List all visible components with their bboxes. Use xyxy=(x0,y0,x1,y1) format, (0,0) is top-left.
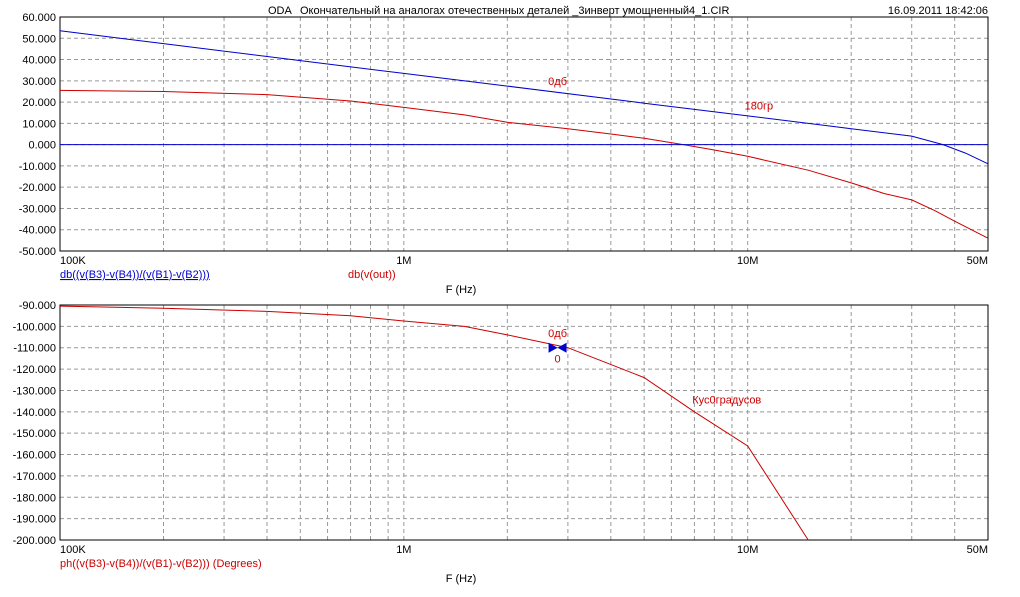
phase-x-tick-label: 50M xyxy=(967,544,988,556)
magnitude-series-line-2 xyxy=(59,89,989,239)
magnitude-series-line-1 xyxy=(59,30,989,165)
phase-y-tick-label: -140.000 xyxy=(13,407,56,419)
magnitude-plot-frame xyxy=(59,16,989,252)
magnitude-y-tick-label: 60.000 xyxy=(22,12,56,24)
magnitude-y-tick-label: 50.000 xyxy=(22,33,56,45)
magnitude-y-tick-label: 40.000 xyxy=(22,55,56,67)
app-label: ODA xyxy=(268,5,293,17)
phase-y-tick-label: -160.000 xyxy=(13,450,56,462)
phase-y-tick-label: -90.000 xyxy=(19,300,56,312)
magnitude-y-tick-label: -50.000 xyxy=(19,246,56,258)
phase-y-tick-label: -120.000 xyxy=(13,364,56,376)
magnitude-y-tick-label: 10.000 xyxy=(22,118,56,130)
phase-series-line-1 xyxy=(59,305,809,541)
phase-y-tick-label: -200.000 xyxy=(13,535,56,547)
phase-x-tick-label: 1M xyxy=(396,544,411,556)
phase-y-tick-label: -110.000 xyxy=(13,343,56,355)
phase-x-tick-label: 10M xyxy=(737,544,758,556)
phase-y-tick-label: -130.000 xyxy=(13,385,56,397)
magnitude-y-tick-label: -10.000 xyxy=(19,161,56,173)
magnitude-x-axis-label: F (Hz) xyxy=(446,284,477,296)
magnitude-x-tick-label: 50M xyxy=(967,255,988,267)
magnitude-plot: 60.000 50.000 40.000 30.000 20.000 10.000 0.00… xyxy=(19,12,989,267)
magnitude-y-tick-label: 0.000 xyxy=(28,140,56,152)
phase-y-tick-label: -170.000 xyxy=(13,471,56,483)
magnitude-y-tick-label: -40.000 xyxy=(19,225,56,237)
magnitude-x-tick-label: 1M xyxy=(396,255,411,267)
magnitude-y-tick-label: 20.000 xyxy=(22,97,56,109)
phase-plot: -90.000 -100.000 -110.000 -120.000 -130.000 -… xyxy=(13,300,989,556)
timestamp: 16.09.2011 18:42:06 xyxy=(888,5,988,17)
magnitude-y-tick-label: -30.000 xyxy=(19,203,56,215)
cursor-marker[interactable] xyxy=(548,342,567,353)
magnitude-legend-series-2: db(v(out)) xyxy=(348,269,396,281)
phase-y-tick-label: -100.000 xyxy=(13,321,56,333)
magnitude-legend-series-1: db((v(B3)-v(B4))/(v(B1)-v(B2))) xyxy=(60,269,210,281)
phase-annotation: Кус0градусов xyxy=(692,394,761,406)
magnitude-annotation: 0дб xyxy=(548,76,567,88)
phase-y-tick-label: -180.000 xyxy=(13,492,56,504)
magnitude-x-tick-label: 100K xyxy=(60,255,86,267)
phase-annotation: 0 xyxy=(555,354,561,366)
phase-x-axis-label: F (Hz) xyxy=(446,573,477,585)
phase-y-tick-label: -190.000 xyxy=(13,514,56,526)
phase-y-tick-label: -150.000 xyxy=(13,428,56,440)
magnitude-y-tick-label: 30.000 xyxy=(22,76,56,88)
window-title: Окончательный на аналогах отечественных … xyxy=(300,5,729,17)
magnitude-x-tick-label: 10M xyxy=(737,255,758,267)
phase-plot-frame xyxy=(59,304,989,541)
phase-x-tick-label: 100K xyxy=(60,544,86,556)
phase-annotation: 0дб xyxy=(548,328,567,340)
magnitude-annotation: 180гр xyxy=(745,101,773,113)
phase-legend-series-1: ph((v(B3)-v(B4))/(v(B1)-v(B2))) (Degrees… xyxy=(60,558,262,570)
magnitude-y-tick-label: -20.000 xyxy=(19,182,56,194)
